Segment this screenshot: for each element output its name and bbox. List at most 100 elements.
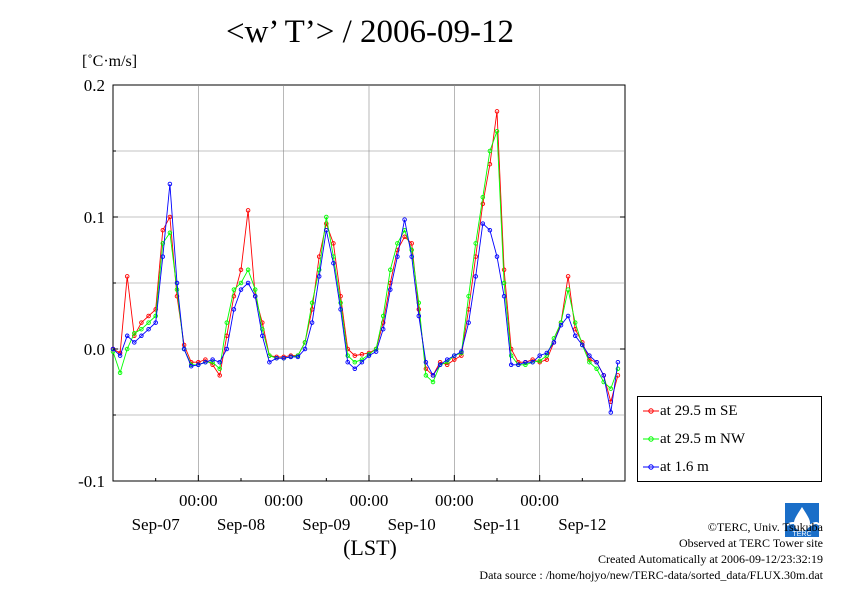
data-point <box>544 350 550 356</box>
data-point <box>416 307 422 312</box>
data-point <box>494 128 500 134</box>
data-point <box>359 352 365 357</box>
data-point <box>565 287 571 292</box>
x-date-label: Sep-09 <box>302 515 350 534</box>
data-point <box>210 357 215 362</box>
data-point <box>316 267 322 273</box>
data-point <box>324 227 329 233</box>
data-point <box>551 340 557 345</box>
data-point <box>210 362 215 368</box>
data-point <box>153 313 158 319</box>
data-point <box>267 359 272 365</box>
data-point <box>146 326 151 332</box>
data-point <box>466 320 471 325</box>
data-point <box>146 313 151 319</box>
data-point <box>388 287 393 292</box>
data-point <box>580 342 585 348</box>
data-point <box>288 354 294 360</box>
x-date-label: Sep-12 <box>558 515 606 534</box>
data-point <box>601 379 606 385</box>
data-point <box>437 362 443 368</box>
data-point <box>430 379 436 385</box>
data-point <box>615 359 621 365</box>
data-point <box>565 313 571 319</box>
data-point <box>508 353 514 358</box>
data-point <box>523 362 528 368</box>
data-point <box>480 201 486 207</box>
data-point <box>196 359 201 365</box>
data-point <box>160 227 166 233</box>
data-point <box>480 194 486 200</box>
data-point <box>174 287 180 292</box>
data-point <box>452 353 457 358</box>
data-point <box>331 260 336 266</box>
x-date-label: Sep-08 <box>217 515 265 534</box>
data-point <box>587 353 592 358</box>
data-point <box>380 326 386 332</box>
data-point <box>359 357 365 362</box>
data-point <box>615 366 621 372</box>
data-point <box>132 340 137 345</box>
y-axis-unit-label: [˚C·m/s] <box>82 53 138 70</box>
data-point <box>501 267 507 273</box>
data-point <box>331 241 336 246</box>
data-point <box>572 320 578 325</box>
data-point <box>345 353 350 358</box>
data-point <box>395 241 400 246</box>
data-point <box>139 326 144 332</box>
series-3 <box>110 181 621 415</box>
x-tick-label: 00:00 <box>435 491 474 510</box>
data-point <box>188 363 194 369</box>
series-layer <box>110 109 621 415</box>
data-point <box>516 362 521 368</box>
x-tick-label: 00:00 <box>350 491 389 510</box>
data-point <box>444 357 450 362</box>
legend-label-1: at 29.5 m SE <box>660 403 738 419</box>
data-point <box>245 280 251 286</box>
copyright-text: ©TERC, Univ. Tsukuba <box>707 520 823 534</box>
data-point <box>373 349 379 354</box>
data-point <box>196 362 201 368</box>
data-point <box>124 346 130 352</box>
data-point <box>231 307 237 312</box>
data-point <box>608 386 614 391</box>
y-tick-label: -0.1 <box>78 472 105 491</box>
data-point <box>459 349 464 354</box>
data-point <box>530 359 535 365</box>
x-tick-label: 00:00 <box>520 491 559 510</box>
data-point <box>572 333 578 339</box>
logo-text: TERC <box>792 531 811 538</box>
data-point <box>124 333 130 339</box>
data-point <box>139 333 144 339</box>
data-point <box>217 366 222 372</box>
data-point <box>316 274 322 279</box>
data-point <box>480 221 486 226</box>
y-tick-label: 0.2 <box>84 76 105 95</box>
data-point <box>494 254 500 259</box>
chart-title: <w’ T’> / 2006-09-12 <box>225 14 515 50</box>
y-tick-label: 0.1 <box>84 208 105 227</box>
data-point <box>139 320 144 325</box>
data-point <box>501 280 507 286</box>
data-point <box>380 313 386 319</box>
data-point <box>530 357 535 362</box>
x-tick-label: 00:00 <box>179 491 218 510</box>
data-point <box>160 254 166 259</box>
data-point <box>352 359 358 365</box>
legend: at 29.5 m SE at 29.5 m NW at 1.6 m <box>637 396 822 482</box>
x-date-label: Sep-10 <box>388 515 436 534</box>
data-point <box>487 148 493 154</box>
data-point <box>444 359 450 365</box>
data-point <box>366 353 372 358</box>
data-point <box>252 293 258 299</box>
legend-label-3: at 1.6 m <box>660 459 709 475</box>
data-source-text: Data source : /home/hojyo/new/TERC-data/… <box>479 568 823 582</box>
data-point <box>238 267 244 273</box>
data-point <box>167 214 173 220</box>
data-point <box>309 300 315 306</box>
data-point <box>473 241 478 246</box>
data-point <box>238 287 244 292</box>
data-point <box>117 370 123 376</box>
terc-logo: TERC <box>785 503 820 538</box>
data-point <box>537 358 542 364</box>
